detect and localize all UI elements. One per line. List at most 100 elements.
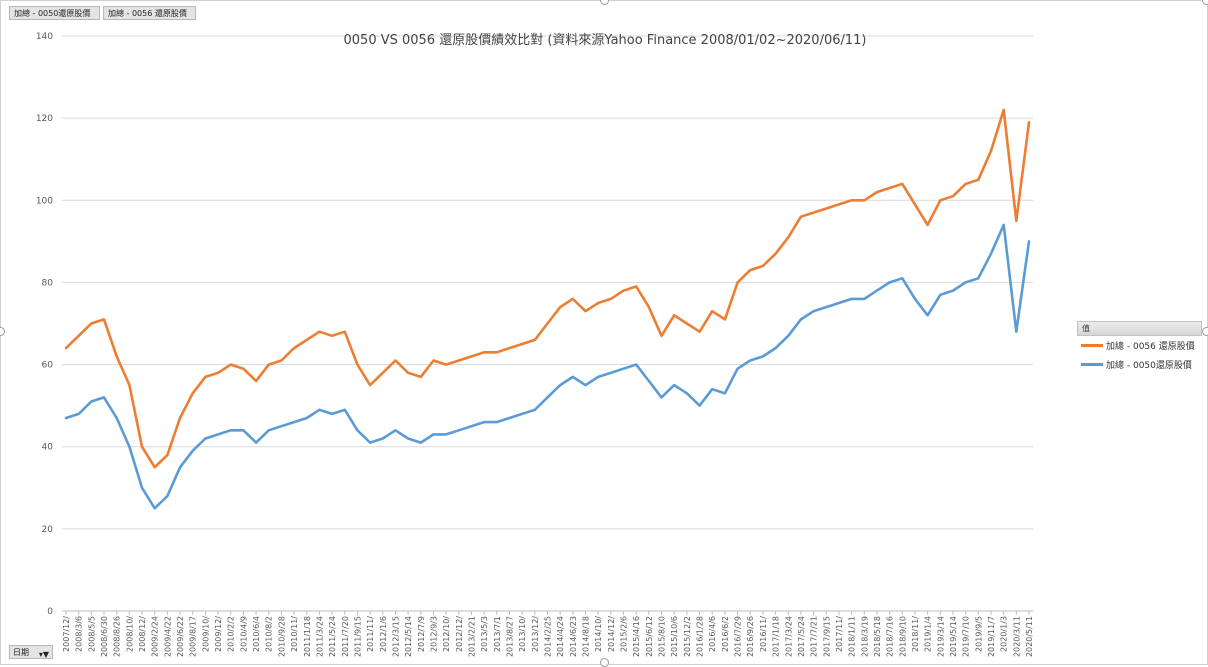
x-tick-label: 2016/9/26 <box>746 616 755 657</box>
x-tick-label: 2011/5/24 <box>328 616 337 657</box>
x-tick-label: 2019/11/7 <box>987 616 996 657</box>
x-tick-label: 2013/7/1 <box>493 616 502 652</box>
x-tick-label: 2017/7/21 <box>810 616 819 657</box>
axis-field-label: 日期 <box>13 648 29 657</box>
x-tick-label: 2016/4/6 <box>708 616 717 652</box>
x-tick-label: 2011/7/20 <box>341 616 350 657</box>
x-tick-label: 2011/9/15 <box>353 616 362 657</box>
x-tick-label: 2010/2/2 <box>227 616 236 652</box>
x-tick-label: 2010/6/4 <box>252 616 261 652</box>
x-tick-label: 2012/3/15 <box>391 616 400 657</box>
x-tick-label: 2009/12/ <box>214 616 223 652</box>
x-tick-label: 2012/12/ <box>455 616 464 652</box>
x-tick-label: 2018/9/10 <box>898 616 907 657</box>
y-tick-label: 40 <box>42 443 54 453</box>
x-tick-label: 2018/3/19 <box>860 616 869 657</box>
x-tick-label: 2019/5/14 <box>949 616 958 657</box>
x-tick-label: 2008/8/26 <box>113 616 122 657</box>
y-tick-label: 60 <box>42 361 54 371</box>
legend[interactable]: 值 加總 - 0056 還原股價 加總 - 0050還原股價 <box>1077 321 1202 374</box>
x-tick-label: 2016/11/ <box>759 616 768 652</box>
series-line-0 <box>66 110 1029 467</box>
x-tick-label: 2016/7/29 <box>734 616 743 657</box>
x-tick-label: 2014/12/ <box>607 616 616 652</box>
x-tick-label: 2013/10/ <box>518 616 527 652</box>
x-tick-label: 2012/10/ <box>442 616 451 652</box>
axis-field-button[interactable]: 日期 ▾▼ <box>9 645 53 659</box>
x-tick-label: 2011/3/24 <box>315 616 324 657</box>
legend-label-0056: 加總 - 0056 還原股價 <box>1106 339 1195 352</box>
x-tick-label: 2009/2/24 <box>151 616 160 657</box>
x-tick-label: 2019/1/4 <box>924 616 933 652</box>
x-tick-label: 2015/2/6 <box>620 616 629 652</box>
x-tick-label: 2010/9/28 <box>277 616 286 657</box>
x-tick-label: 2013/2/21 <box>467 616 476 657</box>
x-tick-label: 2013/8/27 <box>505 616 514 657</box>
x-tick-label: 2017/1/18 <box>772 616 781 657</box>
x-tick-label: 2013/12/ <box>531 616 540 652</box>
filter-dropdown-icon: ▾▼ <box>39 648 49 662</box>
x-tick-label: 2009/10/ <box>201 616 210 652</box>
x-tick-label: 2009/6/22 <box>176 616 185 657</box>
x-tick-label: 2018/11/ <box>911 616 920 652</box>
x-tick-label: 2009/4/22 <box>163 616 172 657</box>
legend-swatch-0056 <box>1081 344 1103 347</box>
x-tick-label: 2011/1/18 <box>303 616 312 657</box>
legend-item-0056[interactable]: 加總 - 0056 還原股價 <box>1077 336 1202 355</box>
x-tick-label: 2016/6/2 <box>721 616 730 652</box>
x-tick-label: 2020/5/11 <box>1025 616 1034 657</box>
x-tick-label: 2015/4/16 <box>632 616 641 657</box>
y-tick-label: 20 <box>42 525 54 535</box>
y-tick-label: 140 <box>36 32 53 42</box>
x-tick-label: 2015/6/12 <box>645 616 654 657</box>
y-tick-label: 100 <box>36 196 53 206</box>
x-tick-label: 2012/1/6 <box>379 616 388 652</box>
x-tick-label: 2012/7/9 <box>417 616 426 652</box>
x-tick-label: 2007/12/ <box>62 616 71 652</box>
x-tick-label: 2014/8/18 <box>582 616 591 657</box>
x-tick-label: 2019/9/5 <box>974 616 983 652</box>
x-tick-label: 2017/5/24 <box>797 616 806 657</box>
x-tick-label: 2018/1/11 <box>848 616 857 657</box>
x-tick-label: 2013/5/3 <box>480 616 489 652</box>
x-tick-label: 2014/10/ <box>594 616 603 652</box>
x-tick-label: 2010/11/ <box>290 616 299 652</box>
x-tick-label: 2019/3/14 <box>936 616 945 657</box>
x-tick-label: 2015/10/6 <box>670 616 679 657</box>
x-tick-label: 2020/1/3 <box>1000 616 1009 652</box>
x-tick-label: 2012/5/14 <box>404 616 413 657</box>
x-tick-label: 2019/7/10 <box>962 616 971 657</box>
legend-header: 值 <box>1077 321 1202 336</box>
series-line-1 <box>66 225 1029 508</box>
legend-swatch-0050 <box>1081 363 1103 366</box>
x-tick-label: 2017/3/24 <box>784 616 793 657</box>
x-tick-label: 2014/6/23 <box>569 616 578 657</box>
x-tick-label: 2010/4/9 <box>239 616 248 652</box>
legend-label-0050: 加總 - 0050還原股價 <box>1106 358 1192 371</box>
x-tick-label: 2008/12/ <box>138 616 147 652</box>
x-tick-label: 2018/5/18 <box>873 616 882 657</box>
x-tick-label: 2012/9/3 <box>429 616 438 652</box>
x-tick-label: 2009/8/17 <box>189 616 198 657</box>
x-tick-label: 2008/10/ <box>125 616 134 652</box>
x-tick-label: 2015/8/10 <box>658 616 667 657</box>
series-lines <box>66 110 1029 508</box>
y-tick-label: 0 <box>47 607 53 617</box>
x-tick-label: 2020/3/11 <box>1012 616 1021 657</box>
x-tick-label: 2014/4/24 <box>556 616 565 657</box>
x-tick-label: 2014/2/25 <box>544 616 553 657</box>
y-tick-label: 80 <box>42 278 54 288</box>
x-tick-label: 2015/12/2 <box>683 616 692 657</box>
x-tick-label: 2011/11/ <box>366 616 375 652</box>
x-tick-label: 2018/7/16 <box>886 616 895 657</box>
x-tick-label: 2017/11/ <box>835 616 844 652</box>
legend-item-0050[interactable]: 加總 - 0050還原股價 <box>1077 355 1202 374</box>
chart-title: 0050 VS 0056 還原股價績效比對 (資料來源Yahoo Finance… <box>344 33 867 48</box>
x-tick-label: 2017/9/15 <box>822 616 831 657</box>
x-tick-label: 2008/6/30 <box>100 616 109 657</box>
x-tick-label: 2016/1/28 <box>696 616 705 657</box>
x-tick-label: 2010/8/2 <box>265 616 274 652</box>
